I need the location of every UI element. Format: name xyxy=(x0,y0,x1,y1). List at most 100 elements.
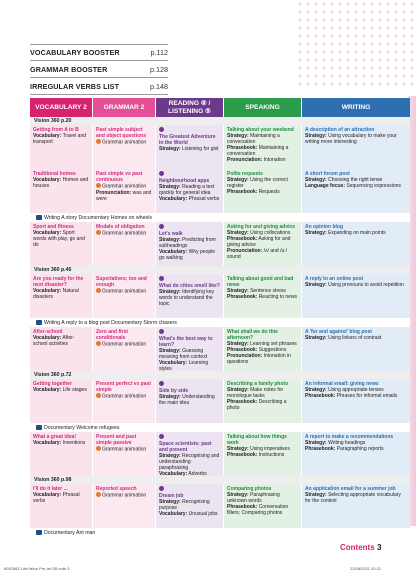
cell-value: was and were xyxy=(96,189,152,202)
cell-key: Vocabulary: xyxy=(33,288,62,295)
cell-key: Vocabulary: xyxy=(33,230,62,237)
cell-key: Strategy: xyxy=(159,498,181,505)
cell-vocab: Getting together Vocabulary: Life stages xyxy=(30,379,92,423)
cell-speak: Talking about how things work Strategy: U… xyxy=(224,432,301,476)
cell-read: What do cities smell like? Strategy: Iden… xyxy=(156,274,223,318)
cell-key: Phrasebook: xyxy=(305,393,336,400)
cell-title: The Greatest Adventure in the World xyxy=(159,133,216,146)
cell-value: Phrases for informal emails xyxy=(336,393,398,400)
cell-key: Phrasebook: xyxy=(227,294,258,301)
cell-title: Neighbourhood apps xyxy=(159,177,210,184)
cell-speak: Describing a family photo Strategy: Make … xyxy=(224,379,301,423)
cell-key: Vocabulary: xyxy=(33,133,62,140)
cell-key: Phrasebook: xyxy=(305,446,336,453)
cell-value: Inventions xyxy=(62,440,86,447)
cell-value: Grammar animation xyxy=(102,393,147,400)
cell-title: A description of an attraction xyxy=(305,127,375,133)
cell-gram: Past simple subject and object questions… xyxy=(93,125,155,169)
cell-value: Requests xyxy=(258,189,280,196)
booster-page: p.128 xyxy=(150,64,168,74)
cell-title: Sport and fitness xyxy=(33,224,74,230)
play-icon xyxy=(96,230,101,236)
cell-value: Using imperatives xyxy=(250,446,290,453)
cell-speak: Asking for and giving advice Strategy: Us… xyxy=(224,222,301,266)
cell-key: Language focus: xyxy=(305,183,346,190)
vision-360-link[interactable]: Vision 360 p.98 xyxy=(30,476,410,484)
cell-key: Strategy: xyxy=(305,440,327,447)
cell-key: Strategy: xyxy=(159,288,181,295)
cell-key: Strategy: xyxy=(159,393,181,400)
cell-title: Side by side xyxy=(159,387,189,394)
cell-key: Strategy: xyxy=(159,236,181,243)
audio-icon xyxy=(159,434,164,439)
vision-360-link[interactable]: Vision 360 p.20 xyxy=(30,117,410,125)
cell-key: Strategy: xyxy=(227,341,249,348)
cell-vocab: Are you ready for the next disaster? Voca… xyxy=(30,274,92,318)
cell-title: What shall we do this afternoon? xyxy=(227,329,278,342)
audio-icon xyxy=(159,276,164,281)
cell-key: Strategy: xyxy=(305,230,327,237)
cell-value: Asking for and giving advice xyxy=(227,236,291,249)
cell-value: Unusual jobs xyxy=(188,510,218,517)
cell-title: Dream job xyxy=(159,492,184,499)
cell-key: Pronunciation: xyxy=(96,189,132,196)
cell-value: Writing headings xyxy=(328,440,366,447)
cell-title: Present and past simple passive xyxy=(96,434,137,447)
cell-value: Intonation in questions xyxy=(227,353,291,366)
cell-key: Vocabulary: xyxy=(159,359,188,366)
cell-value: Selecting appropriate vocabulary for the… xyxy=(305,492,401,505)
vision-360-link[interactable]: Vision 360 p.72 xyxy=(30,371,410,379)
cell-value: Describing a photo xyxy=(227,399,287,412)
video-icon xyxy=(36,530,42,535)
cell-key: Strategy: xyxy=(227,492,249,499)
cell-title: Present perfect vs past simple xyxy=(96,381,152,394)
cell-value: Recognising purpose xyxy=(159,498,210,511)
cell-speak: Talking about your weekend Strategy: Main… xyxy=(224,125,301,169)
cell-value: Using pronouns to avoid repetition xyxy=(328,282,404,289)
cell-vocab: I'll do it later ... Vocabulary: Phrasal … xyxy=(30,484,92,528)
audio-icon xyxy=(159,381,164,386)
cell-value: Grammar animation xyxy=(102,341,147,348)
header-vocabulary: VOCABULARY 2 xyxy=(30,98,92,117)
video-icon xyxy=(36,425,42,430)
cell-gram: Present perfect vs past simple Grammar an… xyxy=(93,379,155,423)
cell-gram: Modals of obligation Grammar animation xyxy=(93,222,155,266)
vision-360-link[interactable]: Vision 360 p.46 xyxy=(30,266,410,274)
units-body: Vision 360 p.20 Getting from A to B Vocabu… xyxy=(30,117,410,537)
cell-gram: Zero and first conditionals Grammar anima… xyxy=(93,327,155,371)
cell-value: Paraphrasing unknown words xyxy=(227,492,280,505)
contents-table: VOCABULARY 2 GRAMMAR 2 READING ⑥ / LISTE… xyxy=(30,98,410,537)
cell-key: Strategy: xyxy=(305,133,327,140)
print-date: 22/08/2021 20:21 xyxy=(350,566,382,571)
cell-value: Listening for gist xyxy=(182,145,219,152)
booster-list: VOCABULARY BOOSTER p.112 GRAMMAR BOOSTER p.… xyxy=(30,44,168,95)
booster-row: IRREGULAR VERBS LIST p.148 xyxy=(30,78,168,95)
cell-value: Using linkers of contrast xyxy=(328,335,382,342)
cell-value: Expanding on main points xyxy=(328,230,386,237)
cell-value: Identifying key words to understand the … xyxy=(159,288,215,307)
cell-title: An informal email: giving news xyxy=(305,381,379,387)
cell-title: Polite requests xyxy=(227,171,263,177)
cell-value: Grammar animation xyxy=(102,139,147,146)
unit-row: I'll do it later ... Vocabulary: Phrasal … xyxy=(30,484,410,528)
play-icon xyxy=(96,183,101,189)
cell-speak: What shall we do this afternoon? Strategy… xyxy=(224,327,301,371)
cell-value: Reacting to news xyxy=(258,294,298,301)
cell-write: A reply to an online post Strategy: Using… xyxy=(302,274,410,318)
cell-title: An application email for a summer job xyxy=(305,486,396,492)
cell-key: Strategy: xyxy=(305,492,327,499)
play-icon xyxy=(96,446,101,452)
cell-speak: Talking about good and bad news Strategy:… xyxy=(224,274,301,318)
cell-value: Sport words with play, go and do xyxy=(33,230,85,249)
cell-key: Strategy: xyxy=(159,183,181,190)
cell-key: Strategy: xyxy=(159,452,181,459)
documentary-text: Documentary Ant man xyxy=(44,529,96,536)
cell-read: Space scientists: past and present Strate… xyxy=(156,432,223,476)
play-icon xyxy=(96,139,101,145)
cell-value: Using collocations xyxy=(250,230,291,237)
cell-key: Strategy: xyxy=(159,347,181,354)
cell-title: What's the best way to learn? xyxy=(159,335,213,348)
cell-title: Getting together xyxy=(33,381,72,387)
cell-value: Learning set phrases xyxy=(250,341,297,348)
cell-title: What a great idea! xyxy=(33,434,77,440)
